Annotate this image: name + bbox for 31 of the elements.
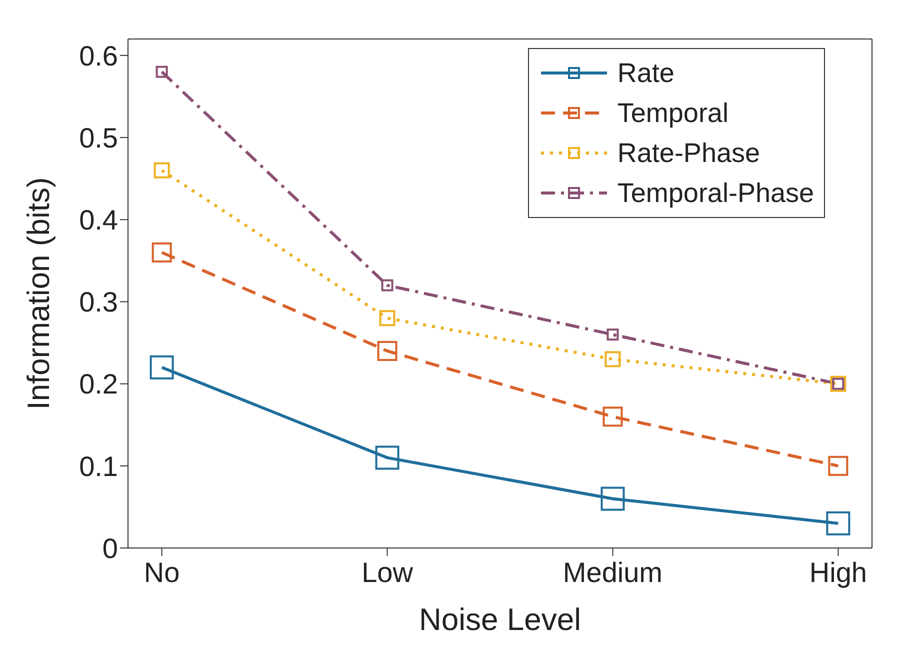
y-tick-label: 0.6 — [79, 40, 118, 72]
point — [156, 66, 168, 78]
point — [150, 355, 174, 380]
point — [602, 406, 623, 427]
point — [381, 279, 394, 292]
legend-label: Rate-Phase — [617, 138, 760, 168]
x-tick-label: High — [809, 556, 867, 588]
x-tick-label: Low — [362, 556, 414, 588]
point — [604, 351, 621, 368]
y-tick-label: 0.2 — [79, 368, 118, 400]
point — [600, 486, 625, 511]
y-tick-label: 0.1 — [79, 450, 118, 482]
point — [152, 242, 172, 262]
x-tick-label: Medium — [562, 556, 663, 588]
point — [826, 511, 850, 536]
y-tick-label: 0.5 — [79, 122, 118, 154]
legend-label: Rate — [617, 58, 674, 88]
y-tick-label: 0.3 — [79, 286, 118, 318]
x-axis-title: Noise Level — [419, 602, 581, 637]
x-tick-label: No — [144, 556, 180, 588]
point — [606, 328, 619, 341]
point — [379, 310, 396, 326]
legend-label: Temporal-Phase — [617, 178, 814, 208]
point — [375, 446, 400, 470]
legend-label: Temporal — [617, 98, 728, 128]
point — [377, 340, 398, 361]
y-tick-label: 0.4 — [79, 204, 118, 236]
y-tick-label: 0 — [102, 532, 118, 564]
y-axis-title: Information (bits) — [21, 177, 56, 410]
point — [154, 162, 170, 178]
point — [828, 456, 848, 476]
